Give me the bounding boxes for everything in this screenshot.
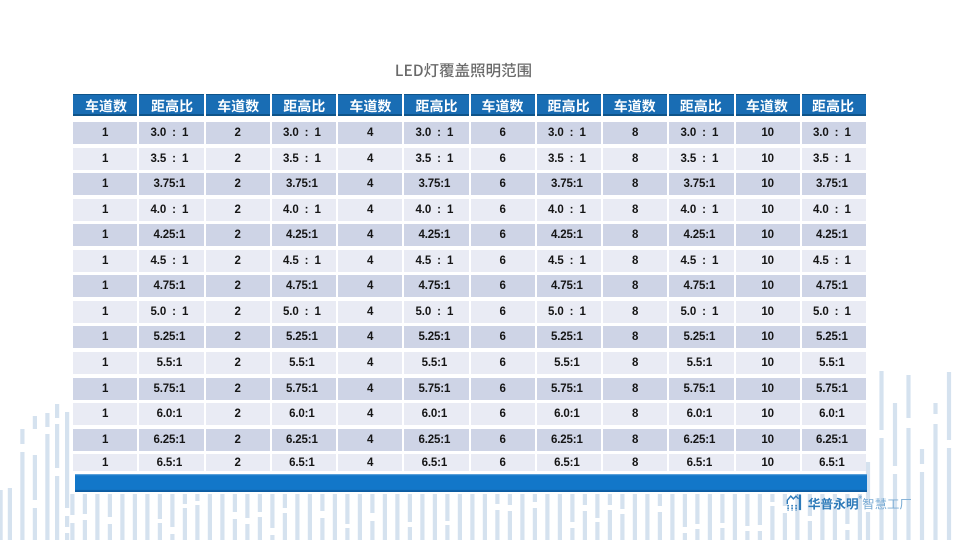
svg-text:®: ® <box>859 494 863 500</box>
